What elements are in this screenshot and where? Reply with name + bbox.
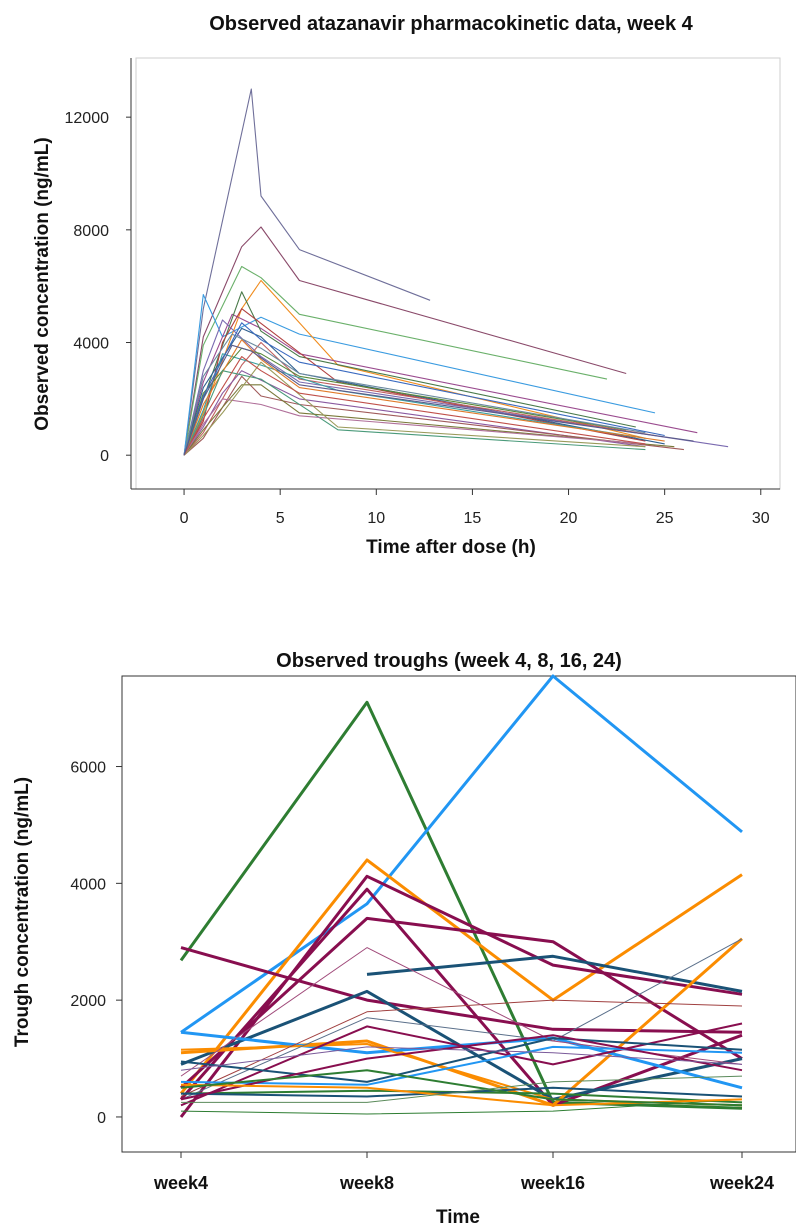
- trough-series-line: [180, 674, 743, 1034]
- x-tick-label: 25: [656, 510, 674, 527]
- trough-chart-title: Observed troughs (week 4, 8, 16, 24): [276, 650, 622, 672]
- x-tick-label: 10: [367, 510, 385, 527]
- trough-series-line: [180, 1098, 743, 1115]
- trough-y-axis-label: Trough concentration (ng/mL): [12, 777, 33, 1047]
- x-tick-label: 20: [560, 510, 578, 527]
- pk-series-line: [183, 384, 675, 456]
- trough-series-line: [180, 1037, 743, 1083]
- x-category-label: week4: [153, 1173, 208, 1193]
- pk-series-line: [183, 333, 646, 456]
- pk-series-line: [183, 353, 646, 456]
- trough-chart: Observed troughs (week 4, 8, 16, 24) wee…: [12, 650, 796, 1228]
- trough-series-line: [180, 1045, 743, 1086]
- y-tick-label: 4000: [73, 336, 109, 353]
- pk-series-line: [183, 88, 431, 456]
- x-category-label: week8: [339, 1173, 394, 1193]
- pk-series-line: [183, 341, 656, 456]
- pk-series-line: [183, 322, 665, 456]
- x-tick-label: 15: [464, 510, 482, 527]
- pk-plot-frame: [135, 57, 781, 490]
- trough-axis-ticks: week4 week8 week16 week24 0 2000 4000 6000: [70, 760, 774, 1193]
- x-tick-label: 0: [180, 510, 189, 527]
- pk-series-line: [183, 308, 646, 456]
- pk-y-axis-label: Observed concentration (ng/mL): [32, 137, 53, 430]
- y-tick-label: 0: [97, 1110, 106, 1127]
- pk-chart-title: Observed atazanavir pharmacokinetic data…: [209, 13, 693, 35]
- y-tick-label: 6000: [70, 760, 106, 777]
- pk-series-line: [183, 375, 684, 456]
- trough-series-line: [179, 874, 743, 1118]
- pk-series-line: [183, 370, 646, 456]
- pk-series-line: [183, 279, 646, 456]
- pk-x-axis-label: Time after dose (h): [366, 537, 536, 558]
- trough-x-axis-label: Time: [436, 1207, 480, 1228]
- trough-series-line: [366, 954, 743, 993]
- x-category-label: week24: [709, 1173, 774, 1193]
- pk-series-line: [183, 265, 608, 456]
- trough-series-line: [181, 1075, 743, 1103]
- pk-series-line: [183, 344, 694, 456]
- pk-chart: Observed atazanavir pharmacokinetic data…: [32, 13, 781, 558]
- pk-series-line: [183, 361, 646, 456]
- pk-series-line: [183, 294, 656, 456]
- y-tick-label: 2000: [70, 993, 106, 1010]
- pk-axis-ticks: 0 5 10 15 20 25 30 0 4000 8000 12000: [65, 110, 770, 527]
- pk-series-line: [183, 226, 627, 456]
- trough-series-line: [180, 946, 743, 1034]
- pk-series-lines: [183, 88, 729, 456]
- y-tick-label: 8000: [73, 223, 109, 240]
- trough-series-line: [180, 1046, 743, 1071]
- trough-series-line: [179, 887, 743, 1107]
- pk-series-line: [183, 327, 665, 456]
- pk-series-line: [183, 398, 646, 456]
- pk-series-line: [183, 313, 698, 456]
- y-tick-label: 4000: [70, 876, 106, 893]
- y-tick-label: 0: [100, 448, 109, 465]
- trough-series-lines: [179, 674, 743, 1118]
- trough-series-line: [180, 999, 743, 1097]
- y-tick-label: 12000: [65, 110, 110, 127]
- pk-series-line: [183, 356, 646, 456]
- pk-series-line: [183, 339, 665, 456]
- x-category-label: week16: [520, 1173, 585, 1193]
- x-tick-label: 30: [752, 510, 770, 527]
- pk-series-line: [183, 347, 627, 456]
- trough-series-line: [179, 916, 743, 1089]
- trough-series-line: [180, 1069, 743, 1107]
- x-tick-label: 5: [276, 510, 285, 527]
- pk-series-line: [183, 370, 646, 456]
- trough-plot-frame: [121, 675, 796, 1153]
